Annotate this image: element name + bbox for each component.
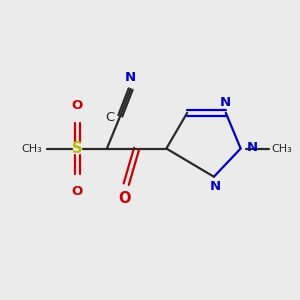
- Text: CH₃: CH₃: [272, 143, 292, 154]
- Text: S: S: [72, 141, 83, 156]
- Text: N: N: [125, 71, 136, 84]
- Text: O: O: [72, 99, 83, 112]
- Text: N: N: [210, 180, 221, 193]
- Text: O: O: [118, 191, 131, 206]
- Text: CH₃: CH₃: [21, 143, 42, 154]
- Text: C: C: [106, 111, 115, 124]
- Text: N: N: [247, 140, 258, 154]
- Text: O: O: [72, 185, 83, 198]
- Text: N: N: [220, 96, 231, 109]
